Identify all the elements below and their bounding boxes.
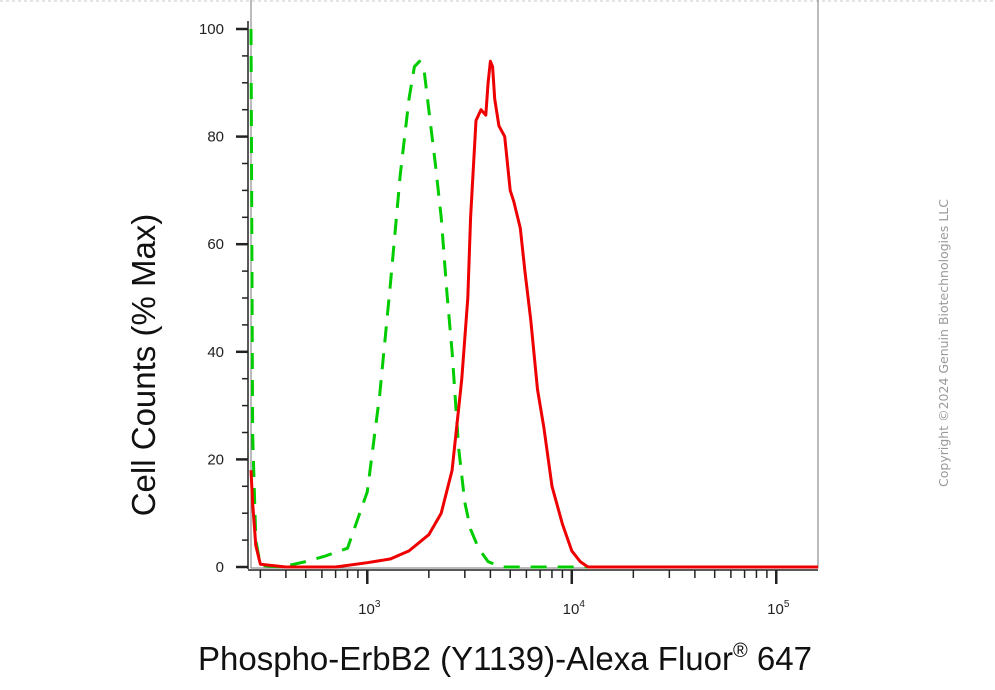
series-line-sample (249, 59, 818, 569)
x-axis-title-superscript: ® (733, 640, 748, 662)
y-tick-label: 0 (216, 559, 224, 576)
y-tick-label: 20 (207, 451, 224, 468)
copyright-notice: Copyright ©2024 Genuin Biotechnologies L… (936, 199, 951, 487)
y-axis-title: Cell Counts (% Max) (125, 214, 162, 517)
x-tick-label: 103 (358, 599, 381, 618)
y-tick-label: 60 (207, 236, 224, 253)
y-tick-label: 80 (207, 129, 224, 146)
x-axis: 103 104 105 (248, 569, 818, 618)
y-tick-label: 100 (199, 21, 224, 38)
x-axis-title-suffix: 647 (748, 640, 812, 677)
x-tick-label: 105 (767, 599, 790, 618)
x-axis-title-main: Phospho-ErbB2 (Y1139)-Alexa Fluor (198, 640, 733, 677)
series-group (249, 28, 818, 569)
x-tick-label: 104 (563, 599, 586, 618)
y-tick-label: 40 (207, 344, 224, 361)
x-axis-title: Phospho-ErbB2 (Y1139)-Alexa Fluor® 647 (198, 640, 812, 677)
y-axis: 0 20 40 60 80 100 (199, 21, 249, 576)
series-line-control (249, 28, 818, 569)
plot-frame (250, 0, 819, 569)
